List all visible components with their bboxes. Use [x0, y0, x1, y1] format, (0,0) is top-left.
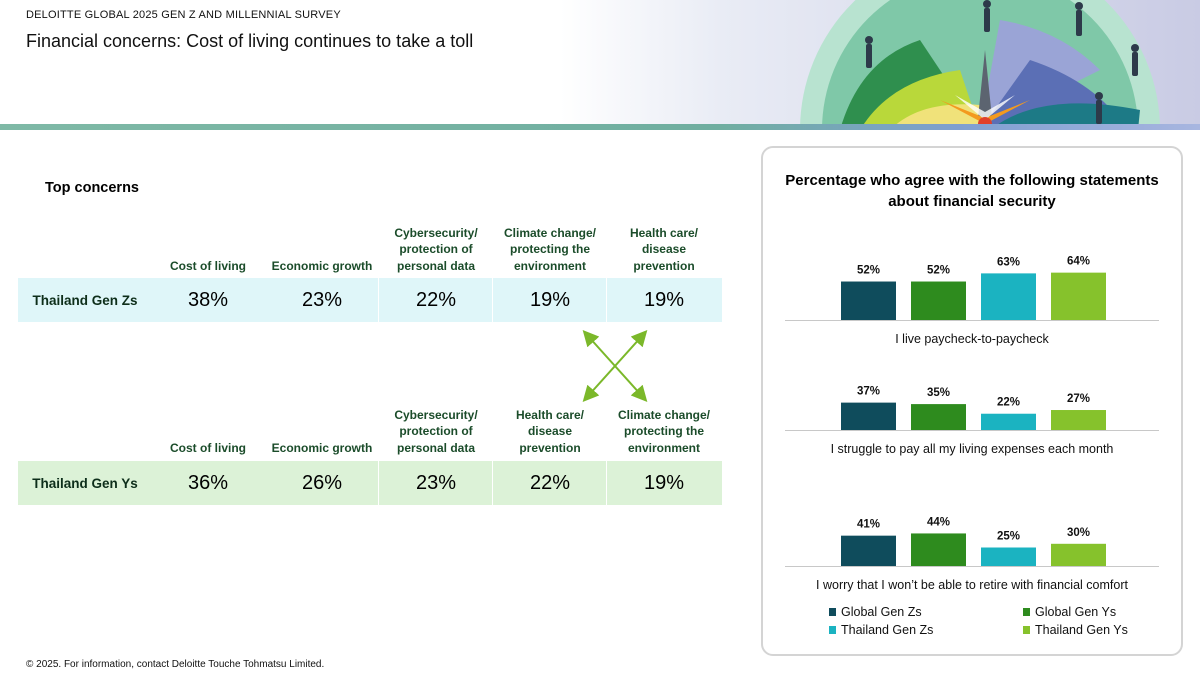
geny-column-header: Cost of living: [170, 440, 246, 455]
header: DELOITTE GLOBAL 2025 GEN Z AND MILLENNIA…: [0, 0, 1200, 130]
category-label: I live paycheck-to-paycheck: [895, 332, 1049, 346]
geny-value-cell: 19%: [643, 471, 685, 494]
bar-data-label: 35%: [927, 387, 950, 399]
genz-value-cell: 38%: [187, 288, 229, 311]
financial-security-bar-chart: 52% 52% 63% 64% I live paycheck-to-paycheck 3…: [785, 256, 1159, 637]
cell-divider: [378, 278, 379, 322]
category-label: I worry that I won’t be able to retire w…: [816, 578, 1128, 592]
bar: [1051, 272, 1106, 320]
legend-swatch: [829, 626, 836, 634]
bar: [841, 281, 896, 320]
top-concerns-panel: Top concerns Cost of living Economic gro…: [0, 130, 740, 660]
bar-data-label: 52%: [857, 265, 880, 277]
bar: [1051, 543, 1106, 566]
top-concerns-heading: Top concerns: [45, 180, 139, 196]
genz-value-cell: 19%: [643, 288, 685, 311]
bar: [911, 404, 966, 430]
legend-swatch: [1023, 608, 1030, 616]
bar: [911, 281, 966, 320]
cell-divider: [492, 278, 493, 322]
genz-column-header: Health care/ disease prevention: [629, 225, 699, 273]
legend-label: Global Gen Ys: [1035, 605, 1116, 619]
geny-row-label: Thailand Gen Ys: [32, 475, 138, 491]
geny-column-header: Cybersecurity/ protection of personal da…: [394, 407, 478, 455]
header-divider-stripe: [0, 124, 1200, 130]
bar-data-label: 22%: [997, 397, 1020, 409]
legend-swatch: [829, 608, 836, 616]
bar-data-label: 27%: [1067, 393, 1090, 405]
legend-swatch: [1023, 626, 1030, 634]
rank-swap-arrows-icon: [582, 330, 648, 402]
genz-column-header: Cybersecurity/ protection of personal da…: [394, 225, 478, 273]
bar: [981, 273, 1036, 320]
geny-value-cell: 22%: [529, 471, 571, 494]
bar-data-label: 64%: [1067, 256, 1090, 268]
bar: [841, 402, 896, 430]
bar-data-label: 37%: [857, 386, 880, 398]
bar-data-label: 63%: [997, 256, 1020, 268]
cell-divider: [378, 461, 379, 505]
legend-label: Thailand Gen Zs: [841, 623, 933, 637]
cell-divider: [606, 278, 607, 322]
geny-column-header: Climate change/ protecting the environme…: [617, 407, 711, 455]
bar-data-label: 52%: [927, 265, 950, 277]
bar: [911, 533, 966, 566]
financial-security-chart-panel: Percentage who agree with the following …: [761, 146, 1183, 656]
bar: [981, 413, 1036, 430]
bar-data-label: 30%: [1067, 527, 1090, 539]
geny-row-band: [18, 461, 722, 505]
banner-illustration: [560, 0, 1200, 130]
legend-label: Thailand Gen Ys: [1035, 623, 1128, 637]
geny-value-cell: 26%: [301, 471, 343, 494]
category-label: I struggle to pay all my living expenses…: [831, 442, 1114, 456]
geny-value-cell: 36%: [187, 471, 229, 494]
genz-row-band: [18, 278, 722, 322]
bar-data-label: 44%: [927, 516, 950, 528]
bar: [1051, 410, 1106, 430]
geny-column-header: Economic growth: [271, 440, 373, 455]
bar: [981, 547, 1036, 566]
page-title: Financial concerns: Cost of living conti…: [26, 31, 474, 51]
cell-divider: [606, 461, 607, 505]
survey-label: DELOITTE GLOBAL 2025 GEN Z AND MILLENNIA…: [26, 9, 341, 21]
genz-column-header: Climate change/ protecting the environme…: [503, 225, 597, 273]
chart-title: Percentage who agree with the following …: [785, 172, 1159, 210]
legend-label: Global Gen Zs: [841, 605, 922, 619]
geny-column-header: Health care/ disease prevention: [515, 407, 585, 455]
bar-data-label: 25%: [997, 531, 1020, 543]
genz-column-header: Economic growth: [271, 258, 373, 273]
bar-data-label: 41%: [857, 519, 880, 531]
genz-row-label: Thailand Gen Zs: [32, 292, 138, 308]
genz-value-cell: 22%: [415, 288, 457, 311]
cell-divider: [492, 461, 493, 505]
bar: [841, 535, 896, 566]
geny-value-cell: 23%: [415, 471, 457, 494]
genz-value-cell: 23%: [301, 288, 343, 311]
footer-copyright: © 2025. For information, contact Deloitt…: [26, 659, 325, 670]
genz-value-cell: 19%: [529, 288, 571, 311]
genz-column-header: Cost of living: [170, 258, 246, 273]
